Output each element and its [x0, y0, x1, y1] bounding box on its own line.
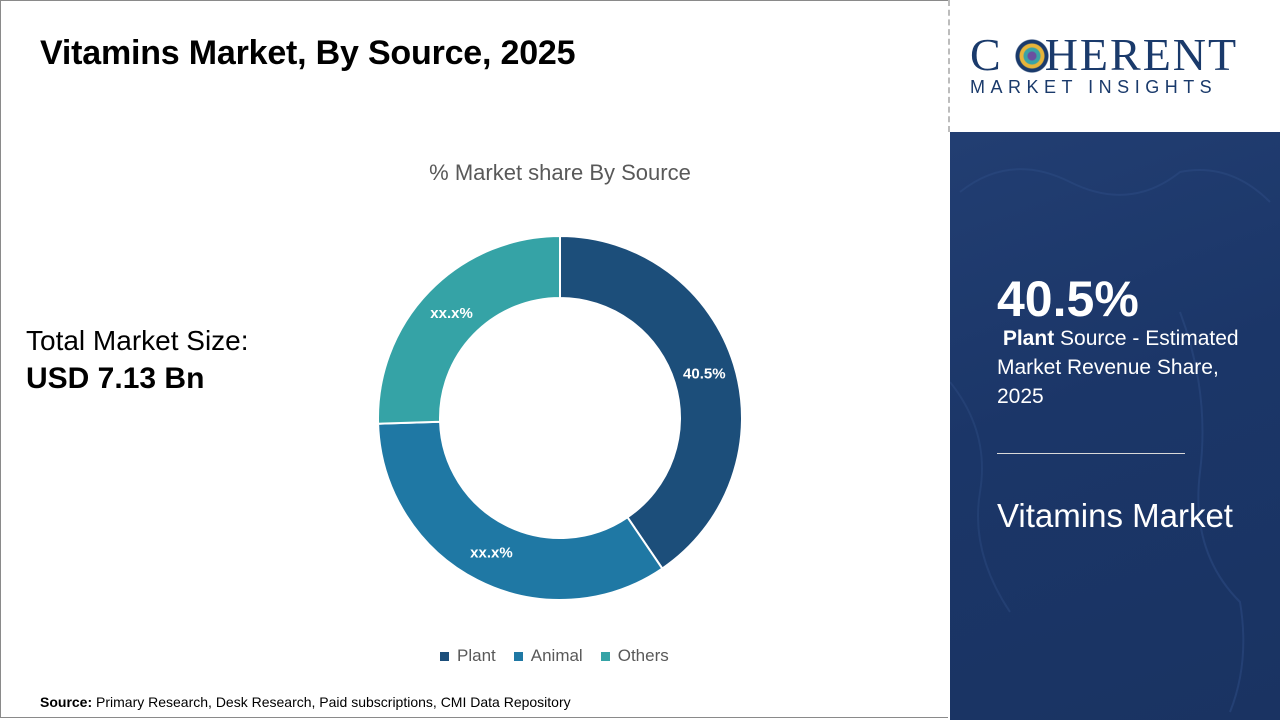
company-logo: C HERENT MARKET INSIGHTS: [950, 0, 1280, 132]
divider: [948, 0, 950, 132]
slide-frame: [0, 0, 948, 718]
source-text: Primary Research, Desk Research, Paid su…: [96, 694, 571, 710]
highlight-panel: 40.5% Plant Source - Estimated Market Re…: [950, 132, 1280, 720]
donut-slice-animal: [377, 420, 664, 601]
legend-swatch: [513, 651, 523, 661]
donut-slice-plant: [559, 234, 743, 570]
legend-label: Plant: [457, 646, 496, 665]
total-market-value: USD 7.13 Bn: [26, 362, 205, 395]
legend-label: Animal: [530, 646, 583, 665]
donut-slice-others: [377, 234, 561, 425]
legend-item-others: Others: [600, 646, 669, 666]
data-label-others: xx.x%: [430, 305, 473, 322]
source-note: Source: Primary Research, Desk Research,…: [40, 694, 571, 710]
legend-item-plant: Plant: [440, 646, 496, 666]
data-label-animal: xx.x%: [470, 545, 513, 562]
stat-value: 40.5%: [997, 271, 1139, 327]
legend-swatch: [440, 651, 449, 661]
data-label-plant: 40.5%: [683, 366, 726, 383]
panel-divider: [997, 453, 1185, 454]
legend-swatch: [600, 651, 610, 661]
chart-legend: Plant Animal Others: [440, 646, 669, 666]
logo-globe-icon: [1012, 36, 1052, 76]
map-background-icon: [950, 168, 1271, 713]
page-title: Vitamins Market, By Source, 2025: [40, 34, 576, 72]
source-label: Source:: [40, 694, 93, 710]
market-name: Vitamins Market: [997, 497, 1233, 534]
legend-item-animal: Animal: [513, 646, 583, 666]
stat-description: Plant Source - Estimated Market Revenue …: [997, 327, 1239, 408]
logo-tagline: MARKET INSIGHTS: [970, 77, 1218, 97]
total-market-label: Total Market Size:: [26, 325, 249, 356]
chart-title: % Market share By Source: [429, 160, 691, 185]
donut-chart: 40.5% xx.x% xx.x%: [377, 234, 743, 601]
legend-label: Others: [617, 646, 669, 665]
logo-wordmark: C HERENT: [970, 29, 1239, 80]
